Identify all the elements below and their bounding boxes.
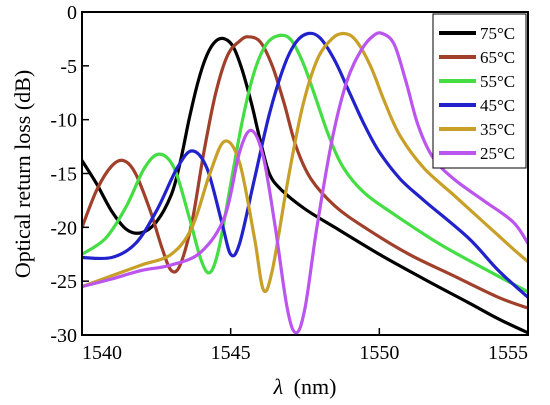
x-axis-label: λ (nm) (273, 374, 337, 399)
y-tick-label-6: -30 (50, 325, 77, 347)
tick-layer: 1540 1545 1550 1555 0 -5 -10 -15 -20 -25 -30 (50, 2, 529, 364)
series-line-2 (82, 33, 528, 294)
series-layer (82, 31, 528, 335)
legend-box (432, 13, 527, 169)
series-line-5 (82, 31, 528, 335)
y-tick-label-4: -20 (50, 217, 77, 239)
series-line-1 (82, 35, 528, 310)
legend-label-4: 35°C (480, 120, 515, 139)
x-tick-label-3: 1555 (488, 342, 528, 364)
legend-label-2: 55°C (480, 72, 515, 91)
x-tick-label-0: 1540 (82, 342, 122, 364)
legend-label-3: 45°C (480, 96, 515, 115)
y-tick-label-5: -25 (50, 271, 77, 293)
y-tick-label-1: -5 (60, 56, 77, 78)
series-line-3 (82, 31, 528, 299)
x-axis-unit: (nm) (294, 374, 337, 399)
x-tick-label-1: 1545 (211, 342, 251, 364)
y-tick-label-3: -15 (50, 164, 77, 186)
legend-label-1: 65°C (480, 48, 515, 67)
series-line-4 (82, 31, 528, 294)
y-tick-label-2: -10 (50, 110, 77, 132)
legend-label-0: 75°C (480, 24, 515, 43)
y-tick-label-0: 0 (67, 2, 77, 24)
x-axis-symbol: λ (273, 374, 284, 399)
legend-label-5: 25°C (480, 144, 515, 163)
x-tick-label-2: 1550 (359, 342, 399, 364)
legend: 75°C 65°C 55°C 45°C 35°C 25°C (432, 13, 527, 169)
y-axis-label: Optical return loss (dB) (10, 70, 35, 278)
